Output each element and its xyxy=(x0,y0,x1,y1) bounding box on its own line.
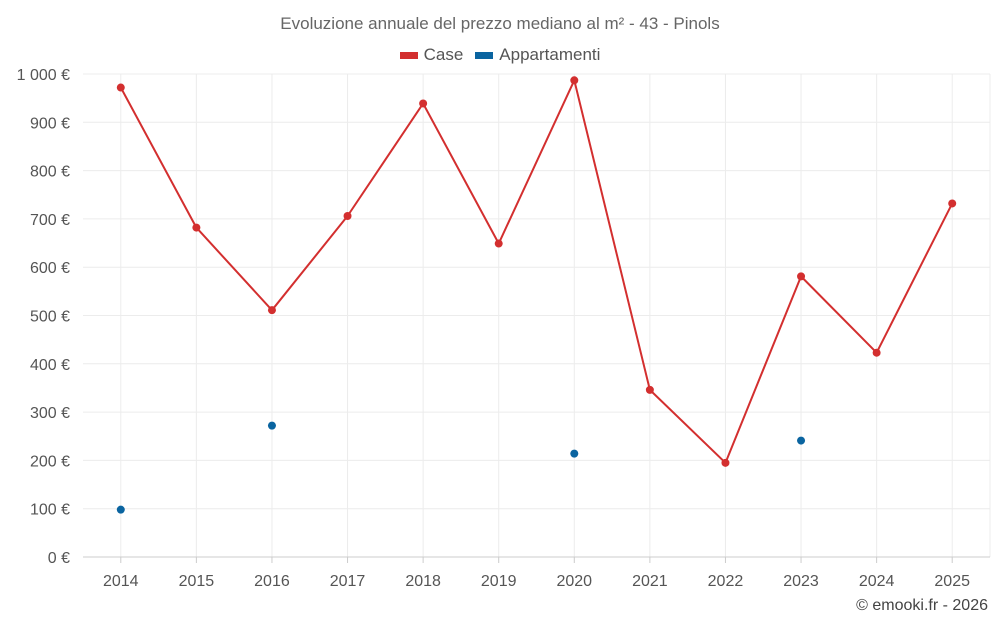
x-tick-label: 2022 xyxy=(708,573,744,590)
data-point-case xyxy=(343,212,352,221)
data-point-case xyxy=(721,458,730,467)
data-point-appartamenti xyxy=(570,449,579,458)
y-tick-label: 400 € xyxy=(30,357,70,374)
x-tick-label: 2024 xyxy=(859,573,895,590)
y-tick-label: 100 € xyxy=(30,502,70,519)
legend-label-appartamenti: Appartamenti xyxy=(499,45,601,64)
y-tick-label: 0 € xyxy=(48,550,70,567)
x-tick-label: 2014 xyxy=(103,573,139,590)
x-tick-label: 2016 xyxy=(254,573,290,590)
x-tick-label: 2025 xyxy=(934,573,970,590)
y-tick-label: 800 € xyxy=(30,164,70,181)
chart-title: Evoluzione annuale del prezzo mediano al… xyxy=(280,14,720,33)
data-point-case xyxy=(797,272,806,281)
y-tick-label: 700 € xyxy=(30,212,70,229)
y-tick-label: 1 000 € xyxy=(17,67,70,84)
x-tick-label: 2019 xyxy=(481,573,517,590)
x-tick-label: 2023 xyxy=(783,573,819,590)
y-tick-label: 500 € xyxy=(30,309,70,326)
legend-item-appartamenti[interactable]: Appartamenti xyxy=(475,45,600,65)
data-point-case xyxy=(494,239,503,248)
series-line-case xyxy=(119,79,954,464)
x-tick-label: 2015 xyxy=(179,573,215,590)
x-tick-label: 2018 xyxy=(405,573,441,590)
data-point-case xyxy=(948,199,957,208)
data-point-case xyxy=(419,99,428,108)
x-tick-label: 2021 xyxy=(632,573,668,590)
data-point-appartamenti xyxy=(267,421,276,430)
credit-text: © emooki.fr - 2026 xyxy=(856,597,988,614)
legend: Case Appartamenti xyxy=(0,45,1000,65)
data-point-case xyxy=(872,348,881,357)
legend-swatch-appartamenti xyxy=(475,51,494,59)
y-tick-label: 600 € xyxy=(30,260,70,277)
data-point-case xyxy=(645,385,654,394)
data-point-appartamenti xyxy=(116,505,125,514)
legend-label-case: Case xyxy=(423,45,464,64)
data-point-case xyxy=(267,306,276,315)
data-point-case xyxy=(116,83,125,92)
data-point-appartamenti xyxy=(797,436,806,445)
x-tick-label: 2017 xyxy=(330,573,366,590)
y-tick-label: 200 € xyxy=(30,453,70,470)
y-tick-label: 900 € xyxy=(30,115,70,132)
data-point-case xyxy=(192,223,201,232)
legend-item-case[interactable]: Case xyxy=(399,45,464,65)
data-point-case xyxy=(570,76,579,85)
x-tick-label: 2020 xyxy=(556,573,592,590)
legend-swatch-case xyxy=(399,51,418,59)
y-tick-label: 300 € xyxy=(30,405,70,422)
